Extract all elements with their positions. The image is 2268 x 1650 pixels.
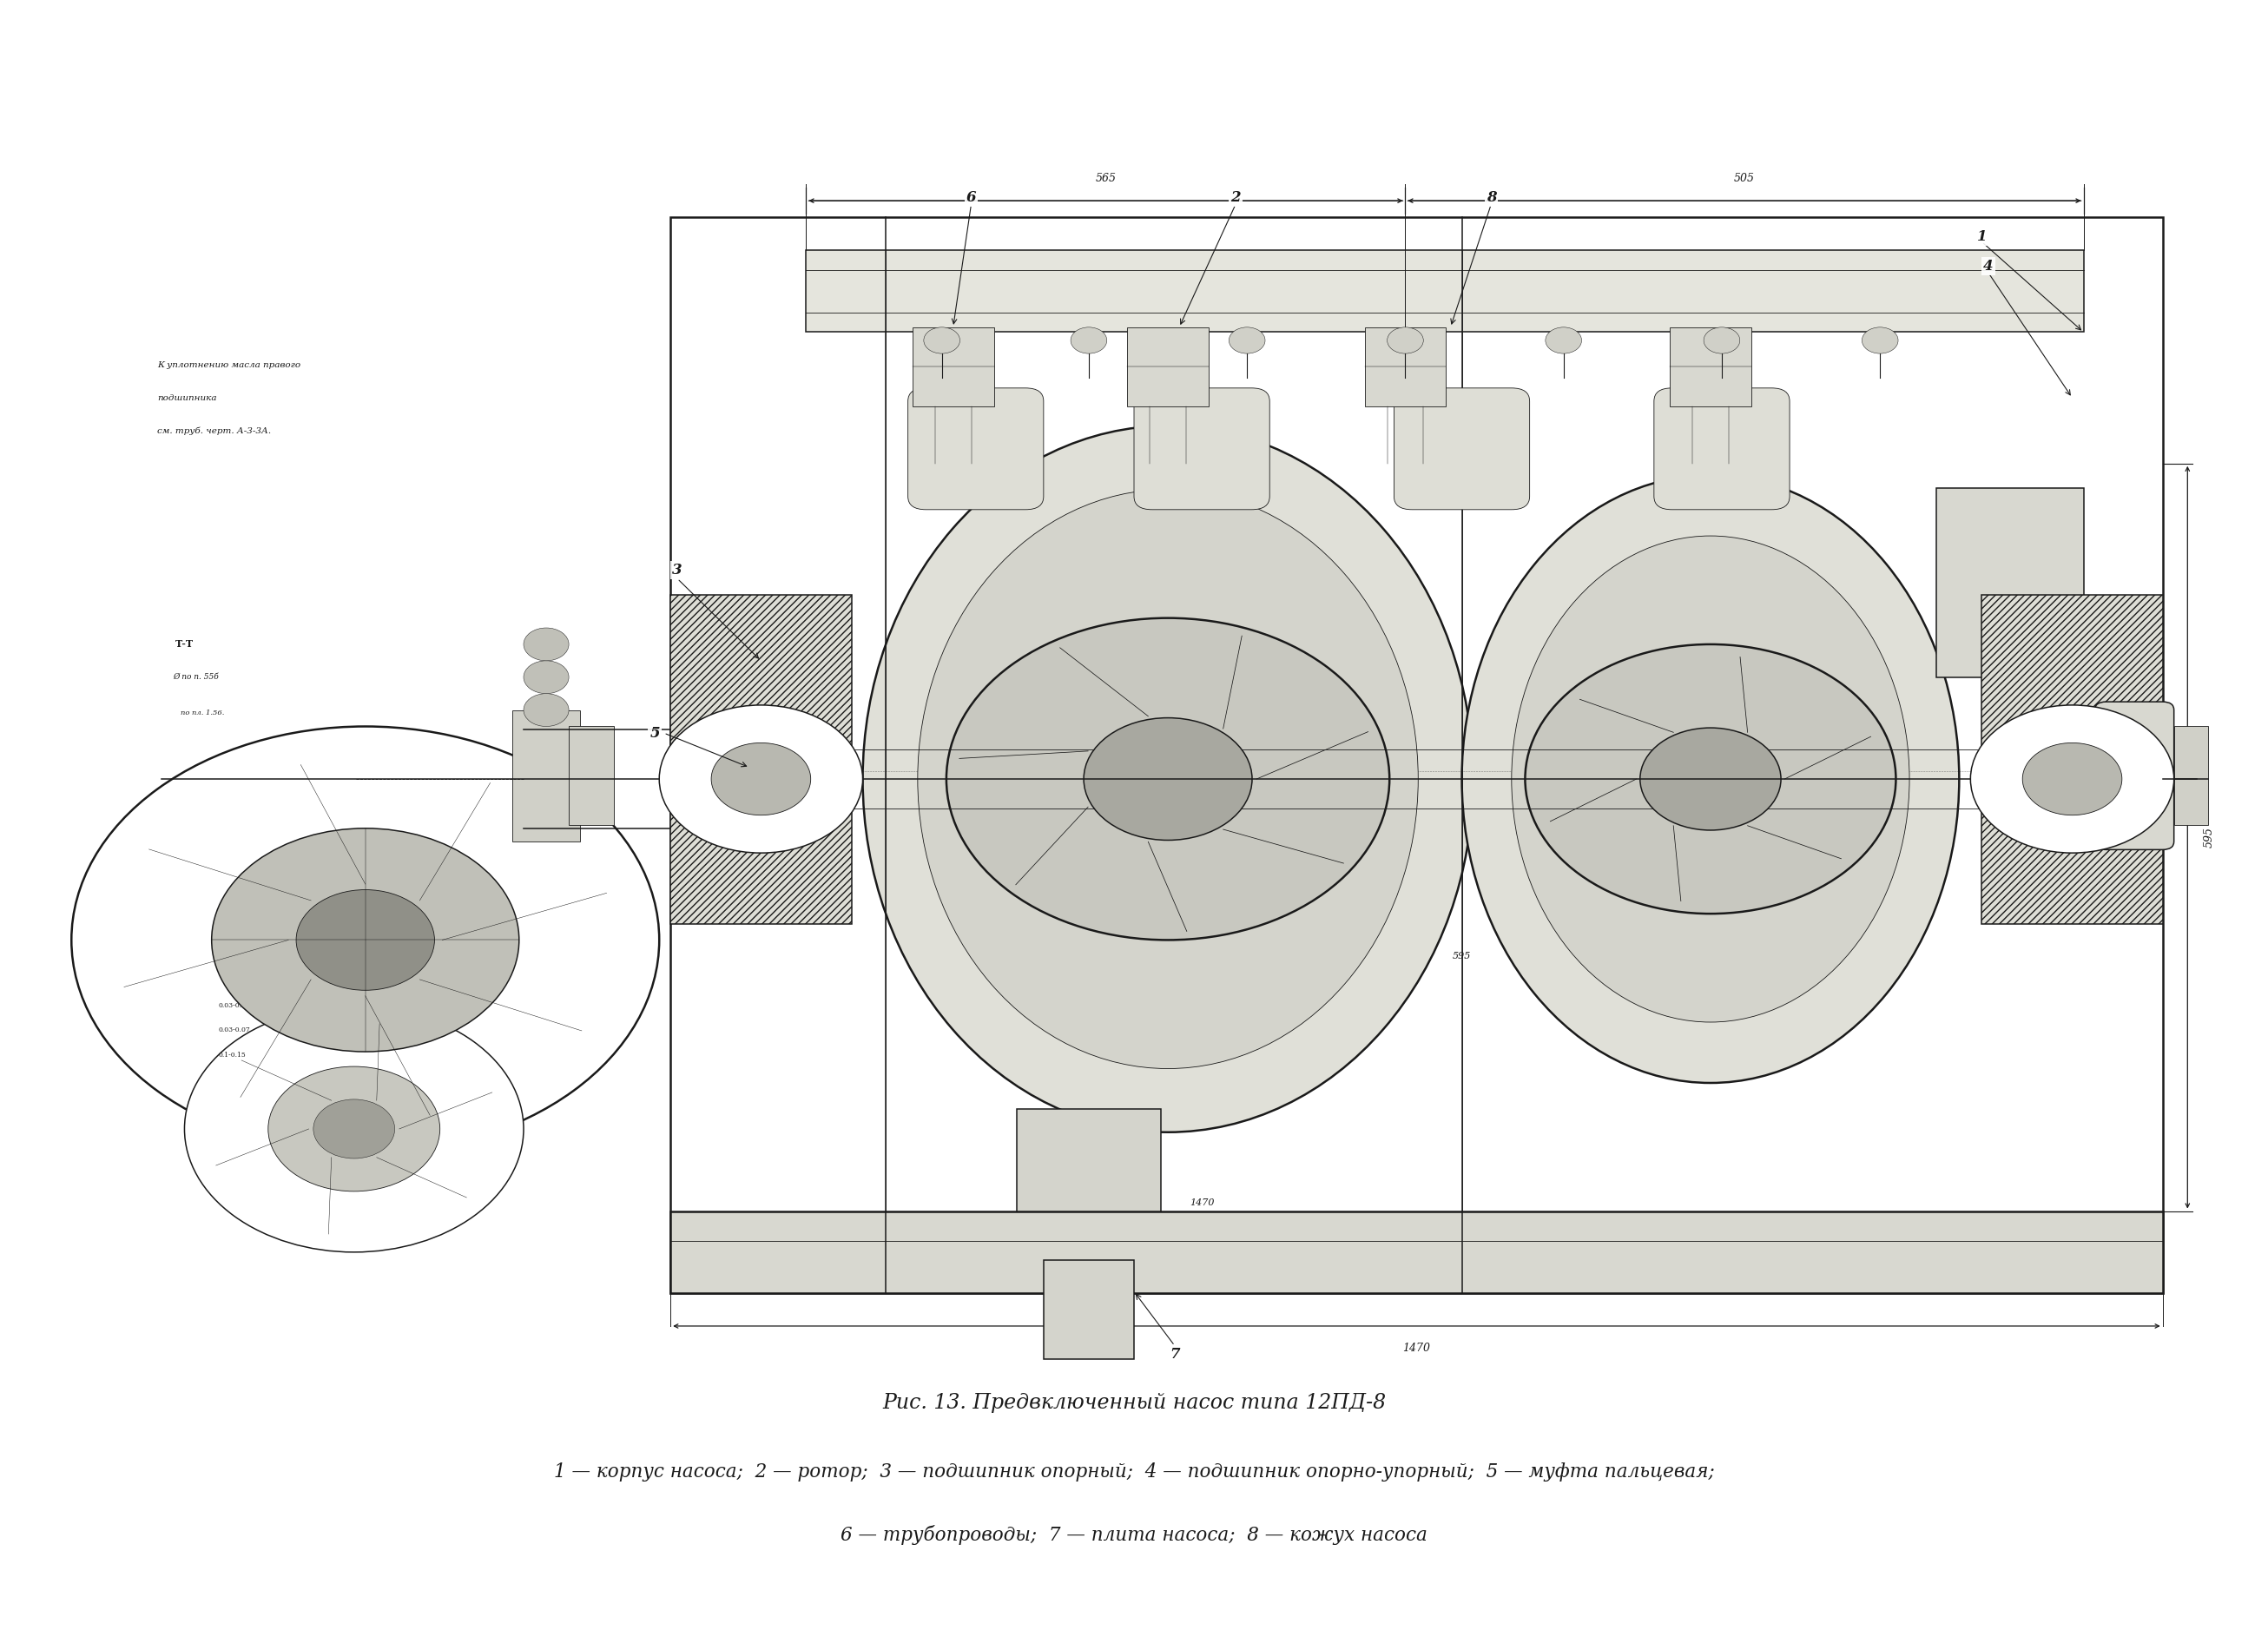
Text: 565: 565 [1095, 173, 1116, 185]
Bar [1016, 1109, 1161, 1211]
FancyBboxPatch shape [907, 388, 1043, 510]
FancyBboxPatch shape [2096, 701, 2175, 850]
Bar [1982, 596, 2164, 924]
Bar [569, 726, 615, 825]
Circle shape [2023, 742, 2123, 815]
Text: 1470: 1470 [1402, 1343, 1431, 1353]
Bar [671, 596, 850, 924]
Text: 4: 4 [1984, 259, 1994, 274]
Circle shape [70, 726, 660, 1153]
Text: 3: 3 [671, 563, 683, 578]
Circle shape [313, 1099, 395, 1158]
Text: 8: 8 [1486, 190, 1497, 205]
Text: 505: 505 [1735, 173, 1755, 185]
Text: 0.1-0.15: 0.1-0.15 [218, 1051, 245, 1058]
Text: Ø по п. 55б: Ø по п. 55б [172, 673, 218, 681]
Text: 0.03-0.07: 0.03-0.07 [218, 1026, 249, 1035]
Text: Т-Т: Т-Т [175, 640, 193, 648]
Text: 595: 595 [2202, 827, 2214, 848]
Bar [671, 1211, 2164, 1294]
Ellipse shape [919, 490, 1418, 1069]
Circle shape [524, 660, 569, 693]
Circle shape [1070, 327, 1107, 353]
Circle shape [1545, 327, 1581, 353]
Circle shape [1524, 644, 1896, 914]
Circle shape [1388, 327, 1424, 353]
Text: подшипника: подшипника [156, 394, 218, 403]
Bar [1982, 596, 2164, 924]
Circle shape [946, 619, 1390, 940]
Text: см. труб. черт. А-3-3А.: см. труб. черт. А-3-3А. [156, 427, 272, 436]
Text: К уплотнению масла правого: К уплотнению масла правого [156, 361, 302, 370]
Circle shape [211, 828, 519, 1051]
FancyBboxPatch shape [1395, 388, 1529, 510]
Bar [1365, 327, 1447, 406]
Text: Рис. 13. Предвключенный насос типа 12ПД-8: Рис. 13. Предвключенный насос типа 12ПД-… [882, 1393, 1386, 1414]
Circle shape [923, 327, 959, 353]
Bar [2175, 726, 2207, 825]
FancyBboxPatch shape [1653, 388, 1789, 510]
Circle shape [1703, 327, 1740, 353]
Ellipse shape [862, 426, 1474, 1132]
Bar [671, 596, 850, 924]
Text: 0.03-0.07: 0.03-0.07 [218, 1002, 249, 1010]
Ellipse shape [1463, 475, 1960, 1082]
Circle shape [1229, 327, 1266, 353]
Bar [1669, 327, 1751, 406]
Circle shape [1862, 327, 1898, 353]
Circle shape [184, 1006, 524, 1252]
Bar [513, 710, 581, 842]
Circle shape [1640, 728, 1780, 830]
Circle shape [1084, 718, 1252, 840]
Text: 1470: 1470 [1188, 1198, 1213, 1208]
Circle shape [524, 629, 569, 660]
Text: 1: 1 [1978, 229, 1987, 244]
Circle shape [1971, 705, 2175, 853]
Text: 2: 2 [1232, 190, 1241, 205]
Circle shape [268, 1066, 440, 1191]
Bar [1043, 1261, 1134, 1360]
Text: В.П.Д-насос: В.П.Д-насос [694, 693, 746, 701]
Circle shape [297, 889, 435, 990]
Bar [805, 251, 2084, 332]
Text: 6 — трубопроводы;  7 — плита насоса;  8 — кожух насоса: 6 — трубопроводы; 7 — плита насоса; 8 — … [841, 1525, 1427, 1544]
Bar [912, 327, 993, 406]
Text: 5: 5 [649, 726, 660, 741]
Bar [1127, 327, 1209, 406]
Circle shape [712, 742, 810, 815]
Bar [1937, 488, 2084, 676]
Text: 7: 7 [1170, 1346, 1179, 1361]
FancyBboxPatch shape [1134, 388, 1270, 510]
Circle shape [660, 705, 862, 853]
Text: по пл. 1.56.: по пл. 1.56. [181, 710, 225, 716]
Circle shape [524, 693, 569, 726]
Text: 595: 595 [1452, 952, 1472, 960]
Bar [671, 218, 2164, 1294]
Ellipse shape [1510, 536, 1910, 1021]
Text: 6: 6 [966, 190, 975, 205]
Text: 1 — корпус насоса;  2 — ротор;  3 — подшипник опорный;  4 — подшипник опорно-упо: 1 — корпус насоса; 2 — ротор; 3 — подшип… [553, 1462, 1715, 1482]
